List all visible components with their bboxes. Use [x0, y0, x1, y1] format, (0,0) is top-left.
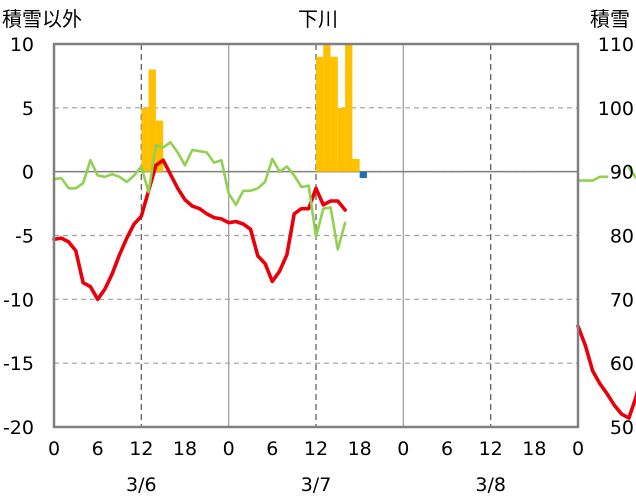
- date-label: 3/8: [475, 474, 506, 496]
- orange-bar: [352, 158, 360, 172]
- xtick-label: 6: [92, 438, 104, 460]
- green-series-line: [576, 175, 609, 182]
- xtick-label: 18: [522, 438, 546, 460]
- right-ytick-label: 50: [610, 417, 634, 439]
- orange-bar: [148, 69, 156, 172]
- right-ytick-label: 70: [610, 289, 634, 311]
- xtick-label: 18: [348, 438, 372, 460]
- green-series-line: [52, 141, 347, 251]
- orange-bar: [337, 107, 346, 172]
- right-ytick-label: 100: [598, 98, 634, 120]
- left-ytick-label: -5: [15, 226, 34, 248]
- left-ytick-label: 0: [22, 162, 34, 184]
- xtick-label: 0: [397, 438, 409, 460]
- plot-frame: [52, 42, 580, 429]
- right-ytick-label: 80: [610, 226, 634, 248]
- xtick-label: 12: [479, 438, 503, 460]
- orange-bar: [141, 107, 149, 172]
- orange-bar: [316, 56, 324, 172]
- orange-bar: [323, 44, 331, 172]
- xtick-label: 18: [173, 438, 197, 460]
- left-ytick-label: -15: [3, 353, 34, 375]
- xtick-label: 0: [48, 438, 60, 460]
- left-ytick-label: -20: [3, 417, 34, 439]
- right-ytick-label: 110: [598, 34, 634, 56]
- left-axis-label: 積雪以外: [2, 7, 82, 31]
- red-series-line: [576, 324, 636, 420]
- xtick-label: 6: [441, 438, 453, 460]
- blue-bar: [359, 171, 367, 179]
- right-ytick-label: 90: [610, 162, 634, 184]
- chart-title: 下川: [298, 7, 338, 31]
- xtick-label: 6: [266, 438, 278, 460]
- date-label: 3/7: [301, 474, 332, 496]
- bars: [141, 44, 367, 179]
- xtick-label: 12: [129, 438, 153, 460]
- left-ytick-label: -10: [3, 289, 34, 311]
- date-label: 3/6: [126, 474, 157, 496]
- right-ytick-label: 60: [610, 353, 634, 375]
- left-ytick-label: 5: [22, 98, 34, 120]
- series-lines: [52, 141, 636, 420]
- orange-bar: [345, 44, 353, 172]
- orange-bar: [330, 56, 338, 172]
- xtick-label: 12: [304, 438, 328, 460]
- xtick-label: 0: [223, 438, 235, 460]
- right-axis-label: 積雪: [590, 7, 630, 31]
- left-ytick-label: 10: [10, 34, 34, 56]
- red-series-line: [52, 158, 347, 302]
- xtick-label: 0: [572, 438, 584, 460]
